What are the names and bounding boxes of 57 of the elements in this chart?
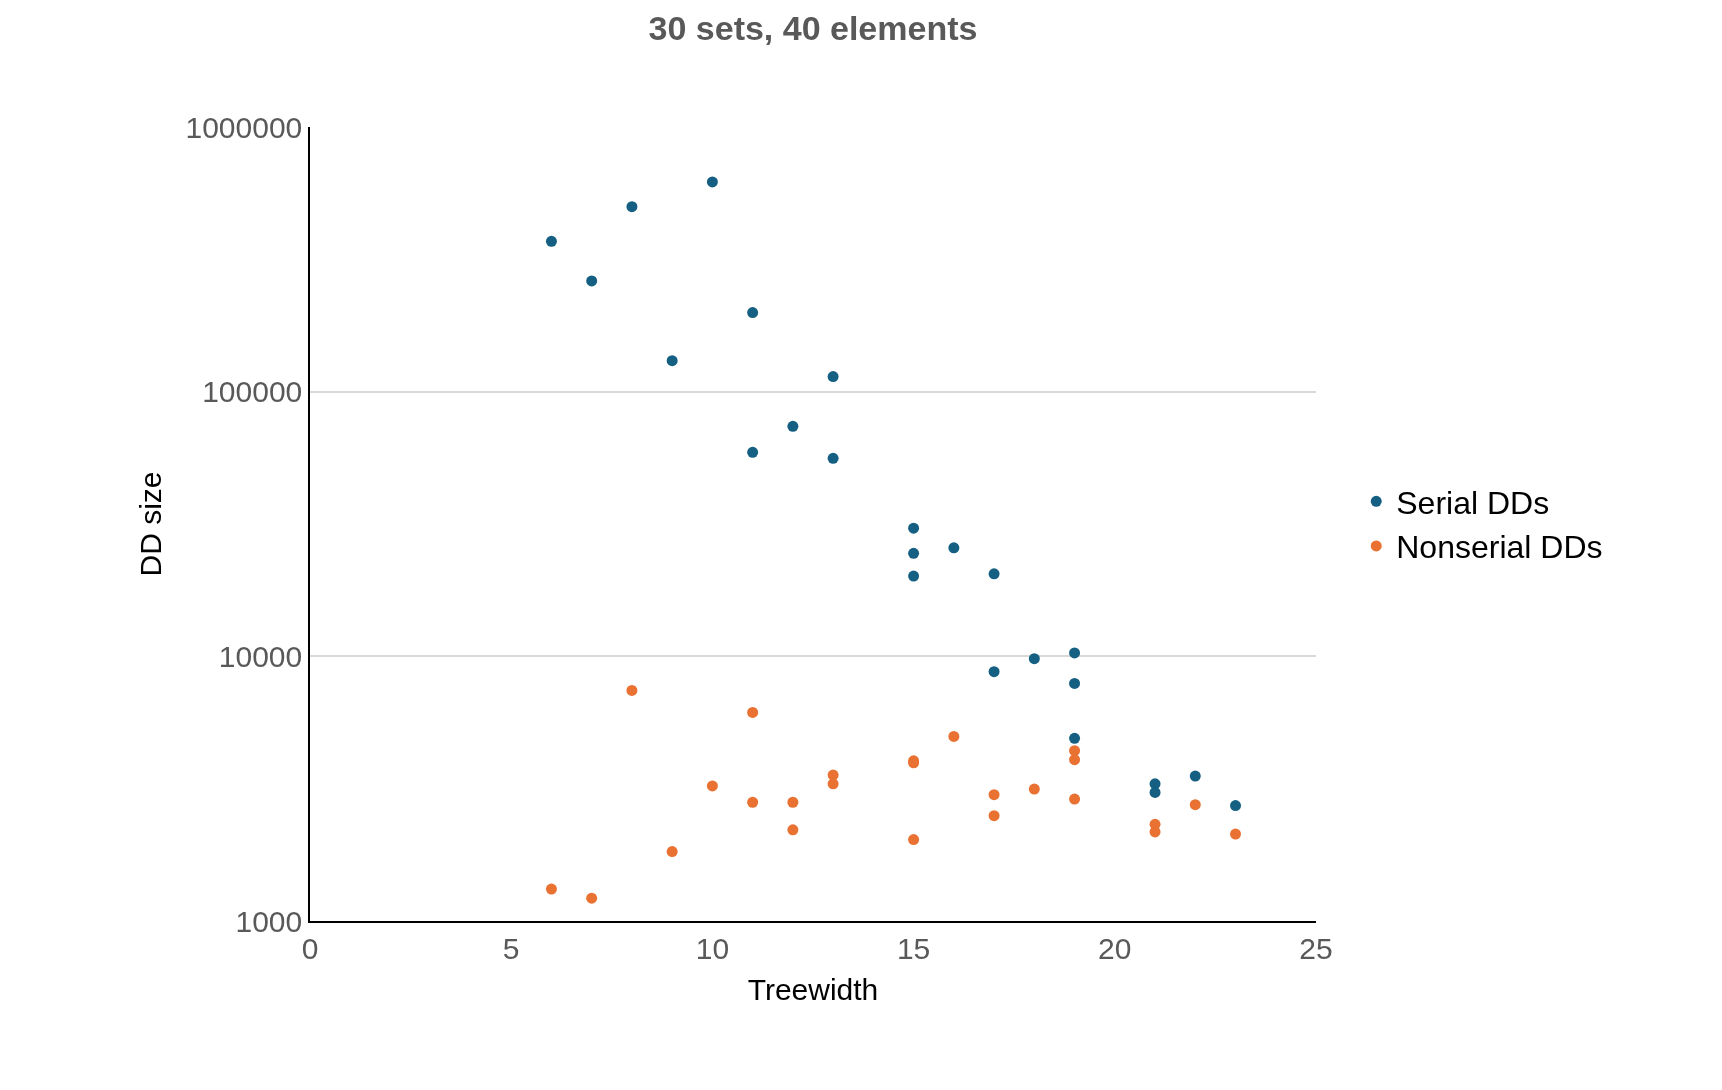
point [988, 789, 1000, 801]
point [827, 778, 839, 790]
y-tick-label: 1000 [235, 904, 303, 938]
x-tick-label: 5 [502, 931, 520, 965]
x-tick-label: 25 [1299, 931, 1333, 965]
x-axis-title: Treewidth [747, 972, 879, 1006]
y-tick-label: 1000000 [185, 110, 303, 144]
point [1069, 793, 1081, 805]
point [908, 570, 920, 582]
point [787, 796, 799, 808]
point [545, 883, 557, 895]
point [747, 706, 759, 718]
point [827, 371, 839, 383]
point [706, 176, 718, 188]
x-tick-label: 15 [896, 931, 931, 965]
point [1069, 732, 1081, 744]
point [626, 201, 638, 213]
chart-title: 30 sets, 40 elements [648, 9, 978, 48]
point [908, 522, 920, 534]
point [1069, 745, 1081, 757]
point [1230, 828, 1242, 840]
point [747, 796, 759, 808]
point [787, 824, 799, 836]
point [1069, 677, 1081, 689]
point [1028, 653, 1040, 665]
point [586, 892, 598, 904]
point [1069, 754, 1081, 766]
point [787, 420, 799, 432]
point [586, 275, 598, 287]
y-tick-label: 10000 [218, 639, 303, 673]
point [1189, 770, 1201, 782]
y-axis-title: DD size [133, 471, 167, 577]
point [1230, 800, 1242, 812]
legend-label: Serial DDs [1396, 484, 1550, 521]
point [988, 666, 1000, 678]
point [988, 810, 1000, 822]
point [948, 730, 960, 742]
point [1069, 647, 1081, 659]
point [908, 547, 920, 559]
x-tick-label: 20 [1098, 931, 1132, 965]
point [908, 834, 920, 846]
point [1189, 799, 1201, 811]
point [948, 542, 960, 554]
point [827, 452, 839, 464]
point [747, 307, 759, 319]
point [626, 684, 638, 696]
point [706, 780, 718, 792]
point [666, 846, 678, 858]
point [747, 446, 759, 458]
x-tick-label: 10 [695, 931, 730, 965]
point [666, 355, 678, 367]
point [1028, 783, 1040, 795]
legend-label: Nonserial DDs [1396, 529, 1603, 566]
y-tick-label: 100000 [202, 375, 303, 409]
point [988, 568, 1000, 580]
x-tick-label: 0 [301, 931, 319, 965]
point [545, 235, 557, 247]
